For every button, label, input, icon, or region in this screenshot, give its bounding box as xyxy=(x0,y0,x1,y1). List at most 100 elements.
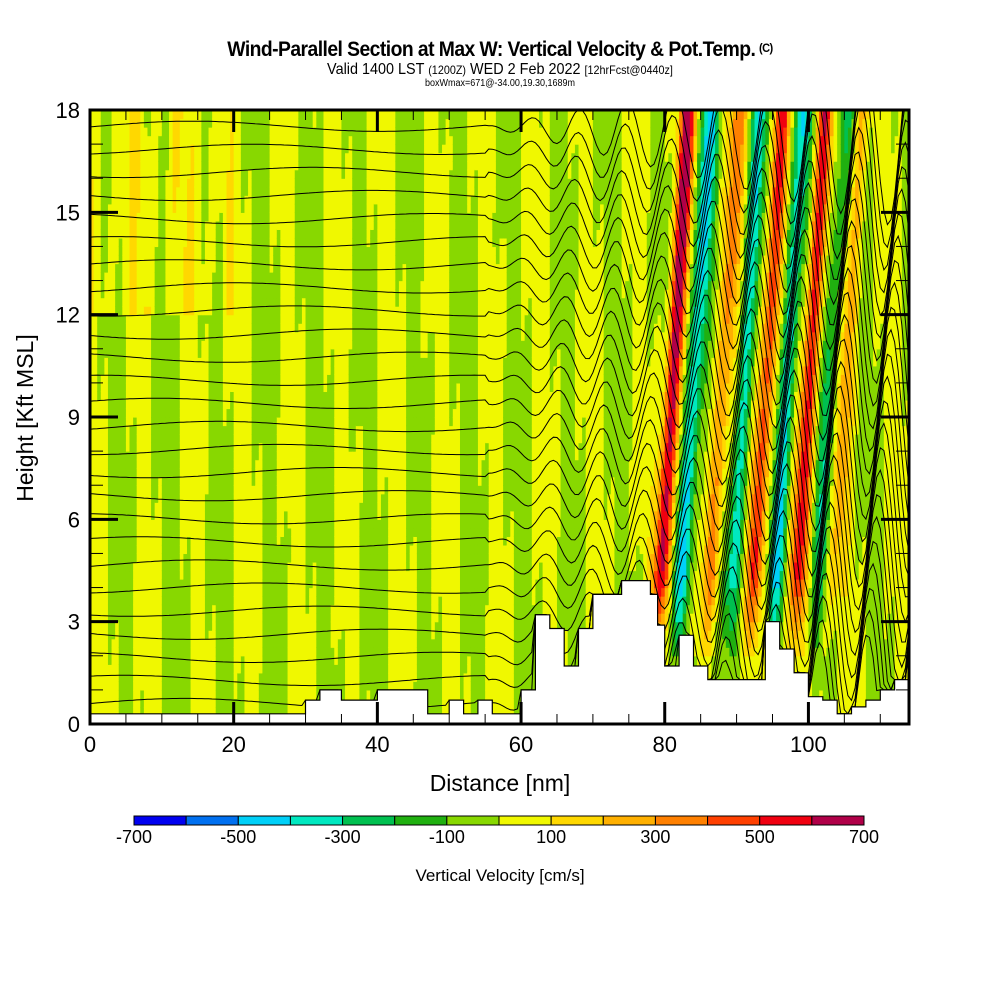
field-cell xyxy=(125,152,131,162)
field-cell xyxy=(208,289,213,299)
field-cell xyxy=(212,672,217,682)
field-cell xyxy=(248,186,253,196)
field-cell xyxy=(104,408,109,418)
field-cell xyxy=(233,127,238,137)
field-cell xyxy=(111,544,116,555)
field-cell xyxy=(237,544,242,555)
field-cell xyxy=(222,306,228,316)
field-cell xyxy=(176,502,181,512)
field-cell xyxy=(248,152,253,162)
field-cell xyxy=(287,254,292,265)
field-cell xyxy=(176,323,181,333)
field-cell xyxy=(266,536,271,546)
field-cell xyxy=(90,621,95,631)
field-cell xyxy=(165,613,170,623)
field-cell xyxy=(309,630,314,640)
field-cell xyxy=(115,502,120,512)
field-cell xyxy=(291,459,296,469)
field-cell xyxy=(100,510,105,520)
field-cell xyxy=(219,519,224,529)
field-cell xyxy=(334,169,339,179)
field-cell xyxy=(201,698,206,708)
field-cell xyxy=(158,408,163,418)
field-cell xyxy=(107,417,113,427)
field-cell xyxy=(280,382,285,393)
field-cell xyxy=(298,434,303,444)
field-cell xyxy=(100,314,105,324)
field-cell xyxy=(183,655,188,665)
field-cell xyxy=(316,604,321,614)
field-cell xyxy=(319,220,325,230)
field-cell xyxy=(226,127,231,137)
field-cell xyxy=(212,468,217,478)
field-cell xyxy=(183,604,188,614)
field-cell xyxy=(186,340,192,350)
field-cell xyxy=(186,399,192,410)
field-cell xyxy=(312,672,317,682)
field-cell xyxy=(136,519,141,529)
field-cell xyxy=(104,536,109,546)
field-cell xyxy=(219,118,224,128)
field-cell xyxy=(269,254,274,265)
field-cell xyxy=(280,596,285,606)
field-cell xyxy=(273,417,278,427)
field-cell xyxy=(176,425,181,435)
field-cell xyxy=(118,544,123,555)
field-cell xyxy=(169,451,174,461)
field-cell xyxy=(107,229,113,239)
field-cell xyxy=(219,280,224,290)
field-cell xyxy=(301,382,307,393)
field-cell xyxy=(97,254,102,265)
field-cell xyxy=(269,195,274,205)
field-cell xyxy=(309,152,314,162)
field-cell xyxy=(258,391,264,401)
field-cell xyxy=(136,604,141,614)
field-cell xyxy=(172,229,177,239)
field-cell xyxy=(269,263,274,273)
field-cell xyxy=(147,442,152,452)
field-cell xyxy=(190,348,195,358)
field-cell xyxy=(334,374,339,384)
field-cell xyxy=(169,178,174,188)
field-cell xyxy=(143,391,149,401)
field-cell xyxy=(133,655,138,665)
field-cell xyxy=(197,664,202,674)
field-cell xyxy=(147,579,152,589)
field-cell xyxy=(312,527,317,537)
field-cell xyxy=(244,391,249,401)
field-cell xyxy=(183,195,188,205)
field-cell xyxy=(237,254,242,265)
field-cell xyxy=(255,331,260,341)
field-cell xyxy=(122,246,127,256)
field-cell xyxy=(115,510,120,520)
field-cell xyxy=(161,502,167,512)
field-cell xyxy=(169,382,174,393)
field-cell xyxy=(294,365,299,375)
field-cell xyxy=(190,314,195,324)
field-cell xyxy=(301,229,307,239)
field-cell xyxy=(136,297,141,307)
field-cell xyxy=(316,280,321,290)
field-cell xyxy=(262,237,267,248)
field-cell xyxy=(226,306,231,316)
field-cell xyxy=(301,306,307,316)
field-cell xyxy=(197,212,202,222)
field-cell xyxy=(316,468,321,478)
field-cell xyxy=(201,220,206,230)
field-cell xyxy=(212,527,217,537)
field-cell xyxy=(244,706,249,717)
field-cell xyxy=(204,127,210,137)
field-cell xyxy=(208,144,213,154)
field-cell xyxy=(334,561,339,572)
field-cell xyxy=(169,630,174,640)
field-cell xyxy=(194,570,199,580)
field-cell xyxy=(316,476,321,486)
field-cell xyxy=(266,348,271,358)
field-cell xyxy=(298,144,303,154)
field-cell xyxy=(111,152,116,162)
field-cell xyxy=(111,510,116,520)
field-cell xyxy=(107,510,113,520)
field-cell xyxy=(248,127,253,137)
field-cell xyxy=(90,417,95,427)
field-cell xyxy=(100,570,105,580)
